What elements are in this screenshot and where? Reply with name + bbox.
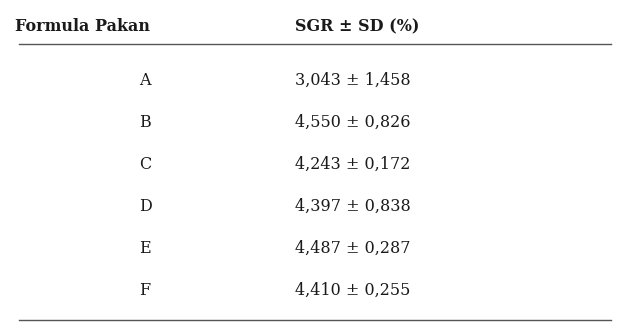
Text: A: A (139, 72, 151, 89)
Text: 4,410 ± 0,255: 4,410 ± 0,255 (295, 282, 410, 299)
Text: SGR ± SD (%): SGR ± SD (%) (295, 18, 420, 35)
Text: 4,550 ± 0,826: 4,550 ± 0,826 (295, 114, 411, 131)
Text: D: D (139, 198, 151, 215)
Text: 4,397 ± 0,838: 4,397 ± 0,838 (295, 198, 411, 215)
Text: B: B (139, 114, 151, 131)
Text: Formula Pakan: Formula Pakan (15, 18, 150, 35)
Text: 4,487 ± 0,287: 4,487 ± 0,287 (295, 240, 411, 257)
Text: 3,043 ± 1,458: 3,043 ± 1,458 (295, 72, 411, 89)
Text: E: E (139, 240, 151, 257)
Text: C: C (139, 156, 151, 173)
Text: F: F (139, 282, 151, 299)
Text: 4,243 ± 0,172: 4,243 ± 0,172 (295, 156, 410, 173)
